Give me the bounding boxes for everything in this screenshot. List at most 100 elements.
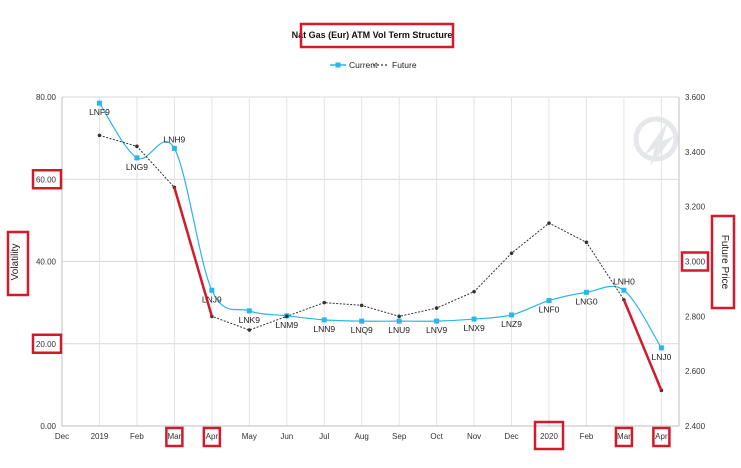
left-tick-label: 20.00 <box>36 340 57 349</box>
right-tick-label: 3.200 <box>685 203 706 212</box>
series: LNF9 LNG9 LNH9 LNJ9 LNK9 LNM9 LNN9 LNQ9 LNU9 LNV9… <box>89 100 672 393</box>
annotations <box>31 169 710 451</box>
x-tick-label: Feb <box>580 432 594 441</box>
gridlines <box>62 96 679 427</box>
current-series-point <box>321 317 327 323</box>
x-tick-label: Oct <box>430 432 443 441</box>
future-series-point <box>397 314 401 319</box>
left-tick-label: 80.00 <box>36 93 57 102</box>
current-point-label: LNU9 <box>388 325 410 335</box>
x-tick-label: Mar <box>167 432 181 441</box>
right-tick-highlight <box>680 251 710 272</box>
current-series-point <box>583 289 589 295</box>
legend: Current Future <box>330 60 417 70</box>
current-point-label: LNJ0 <box>651 352 671 362</box>
current-series-point <box>246 308 252 314</box>
current-point-label: LNH9 <box>164 134 186 144</box>
right-axis-title-highlight <box>710 214 736 310</box>
x-tick-label: Jun <box>280 432 293 441</box>
current-series-point <box>96 100 102 106</box>
future-series-point <box>322 300 327 305</box>
right-tick-label: 2.800 <box>685 312 706 321</box>
current-series-point <box>471 316 477 322</box>
future-series-point <box>584 240 589 245</box>
x-tick-label: Mar <box>617 432 631 441</box>
current-series-point <box>134 155 140 161</box>
future-series-point <box>434 306 439 310</box>
left-tick-highlight <box>31 169 63 190</box>
x-tick-label: Feb <box>130 432 144 441</box>
future-series-point <box>359 303 364 308</box>
current-series-point <box>434 318 440 324</box>
x-tick-label: Jul <box>319 432 329 441</box>
left-tick-label: 60.00 <box>36 175 57 184</box>
future-series-point <box>547 221 551 225</box>
current-series-point <box>509 312 515 318</box>
current-series-point <box>621 287 627 293</box>
x-tick-label: Dec <box>55 432 69 441</box>
left-tick-highlight <box>31 333 63 354</box>
right-tick-label: 2.400 <box>685 422 706 431</box>
x-tick-label: Aug <box>355 432 369 441</box>
x-tick-label: Nov <box>467 432 481 441</box>
x-label-highlight <box>165 426 184 448</box>
right-tick-label: 3.000 <box>685 258 706 267</box>
x-tick-label: Apr <box>206 432 219 441</box>
red-trend-line <box>173 187 214 317</box>
watermark-logo <box>633 116 679 166</box>
future-series-point <box>135 144 139 149</box>
right-tick-label: 3.600 <box>685 93 706 102</box>
current-series-point <box>209 287 215 293</box>
x-tick-label: Dec <box>504 432 518 441</box>
current-series-point <box>359 318 365 324</box>
current-point-label: LNV9 <box>426 325 448 335</box>
current-point-label: LNJ9 <box>202 294 222 304</box>
current-point-label: LNF0 <box>539 305 560 315</box>
current-point-label: LNZ9 <box>501 319 522 329</box>
current-series-point <box>396 318 402 324</box>
right-tick-label: 3.400 <box>685 148 706 157</box>
x-label-highlight <box>652 426 671 448</box>
x-tick-label: 2019 <box>91 432 109 441</box>
x-label-highlight <box>533 420 565 451</box>
current-point-label: LNN9 <box>313 324 335 334</box>
left-axis-title-highlight <box>6 230 30 297</box>
title-highlight-box <box>299 22 455 49</box>
x-tick-label: Sep <box>392 432 407 441</box>
current-point-label: LNM9 <box>275 320 298 330</box>
right-axis-title: Future Price <box>719 235 730 290</box>
axes: 0.00 20.00 40.00 60.00 80.00 2.400 2.600 2.800 3… <box>36 93 706 441</box>
future-series-point <box>284 314 289 319</box>
left-axis-title-group: Volatility <box>6 230 30 297</box>
future-series-point <box>97 133 102 138</box>
legend-label-current: Current <box>349 60 378 70</box>
left-tick-label: 0.00 <box>40 422 56 431</box>
current-series-point <box>658 345 664 351</box>
right-axis-title-group: Future Price <box>710 214 736 310</box>
current-point-label: LNG9 <box>126 162 148 172</box>
current-point-label: LNK9 <box>239 315 261 325</box>
current-point-label: LNX9 <box>463 323 485 333</box>
legend-item-future[interactable]: Future <box>373 60 417 70</box>
current-point-label: LNH0 <box>613 276 635 286</box>
x-label-highlight <box>614 426 634 448</box>
current-point-label: LNF9 <box>89 107 110 117</box>
x-tick-label: 2020 <box>540 432 558 441</box>
current-series-point <box>546 298 552 304</box>
x-tick-label: Apr <box>655 432 668 441</box>
x-tick-label: May <box>242 432 257 441</box>
red-trend-line <box>622 299 663 391</box>
current-point-label: LNG0 <box>575 296 597 306</box>
left-tick-label: 40.00 <box>36 258 57 267</box>
x-label-highlight <box>202 426 222 448</box>
future-series-point <box>509 251 514 256</box>
right-tick-label: 2.600 <box>685 367 706 376</box>
chart-title: Nat Gas (Eur) ATM Vol Term Structure <box>292 30 453 40</box>
future-series-point <box>472 289 476 294</box>
future-series-line <box>99 134 662 391</box>
current-point-label: LNQ9 <box>351 325 373 335</box>
legend-item-current[interactable]: Current <box>330 60 378 70</box>
current-series-line <box>98 102 662 349</box>
future-series-point <box>247 328 252 332</box>
